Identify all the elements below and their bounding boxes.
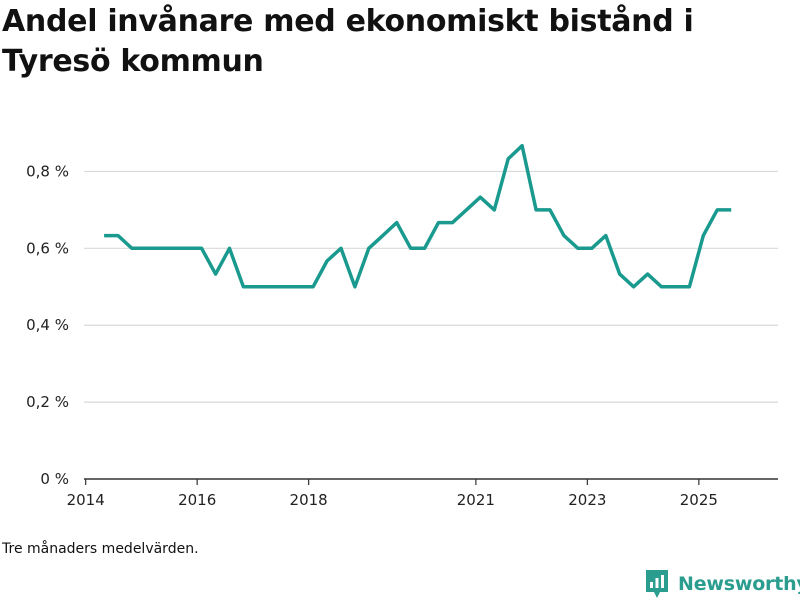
x-tick-label: 2014 xyxy=(67,491,105,509)
series-line xyxy=(104,143,732,289)
x-tick-label: 2023 xyxy=(568,491,606,509)
newsworthy-logo-icon xyxy=(646,570,668,598)
chart-title: Andel invånare med ekonomiskt bistånd i … xyxy=(2,4,694,79)
y-tick-label: 0,4 % xyxy=(26,316,69,334)
x-tick-label: 2025 xyxy=(680,491,718,509)
series-layer xyxy=(104,143,732,289)
gridlines xyxy=(84,170,778,403)
x-tick-label: 2016 xyxy=(178,491,216,509)
y-tick-label: 0,2 % xyxy=(26,393,69,411)
x-axis-ticks: 2014 2016 2018 2021 2023 2025 xyxy=(67,479,718,509)
footnote: Tre månaders medelvärden. xyxy=(2,541,199,557)
y-tick-label: 0,6 % xyxy=(26,239,69,257)
x-tick-label: 2021 xyxy=(457,491,495,509)
y-tick-label: 0 % xyxy=(40,470,69,488)
y-axis-labels: 0 % 0,2 % 0,4 % 0,6 % 0,8 % xyxy=(26,162,69,488)
brand-logo[interactable]: Newsworthy xyxy=(644,568,800,600)
x-tick-label: 2018 xyxy=(290,491,328,509)
y-tick-label: 0,8 % xyxy=(26,162,69,180)
brand-name: Newsworthy xyxy=(678,573,800,595)
